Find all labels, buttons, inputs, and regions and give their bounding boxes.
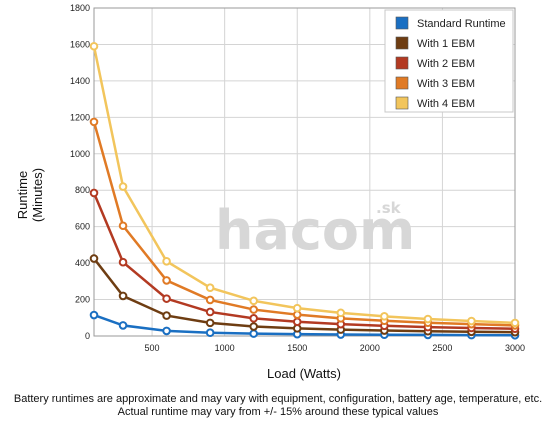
data-point xyxy=(162,256,171,266)
data-point xyxy=(89,254,99,263)
legend-label: With 4 EBM xyxy=(417,98,475,110)
plot-border xyxy=(93,7,516,337)
data-point xyxy=(89,41,99,51)
legend-swatch xyxy=(395,76,409,90)
data-point xyxy=(205,295,215,305)
runtime-variance-note: Actual runtime may vary from +/- 15% aro… xyxy=(117,406,439,418)
data-point xyxy=(380,312,389,321)
y-tick-label: 1400 xyxy=(70,76,90,86)
data-point xyxy=(249,329,258,338)
data-point xyxy=(118,182,128,191)
data-point xyxy=(118,221,128,231)
data-point xyxy=(467,316,476,326)
data-point xyxy=(249,296,258,306)
legend-label: With 2 EBM xyxy=(417,58,475,70)
legend-swatch xyxy=(395,96,409,110)
data-point xyxy=(292,317,302,327)
data-point xyxy=(118,291,128,301)
y-tick-label: 600 xyxy=(75,222,90,232)
legend: Standard Runtime With 1 EBM With 2 EBM With… xyxy=(384,9,514,113)
y-tick-label: 1000 xyxy=(70,149,90,159)
data-point xyxy=(292,303,302,313)
y-tick-label: 1600 xyxy=(70,39,90,49)
data-point xyxy=(249,305,258,314)
y-axis-title: Runtime xyxy=(15,171,30,219)
grid xyxy=(94,7,516,337)
y-tick-label: 400 xyxy=(75,258,90,268)
data-point xyxy=(118,321,128,330)
data-point xyxy=(162,326,171,336)
legend-swatch xyxy=(395,36,409,50)
x-tick-label: 500 xyxy=(145,343,160,353)
axes xyxy=(93,7,516,337)
watermark-suffix: .sk xyxy=(376,199,402,217)
data-point xyxy=(336,308,346,318)
legend-label: With 3 EBM xyxy=(417,78,475,90)
data-point xyxy=(162,294,171,303)
x-tick-label: 1500 xyxy=(287,343,307,353)
tick-labels: 0 200 400 600 800 1000 1200 1400 1600 1800 500 1000… xyxy=(70,3,525,353)
x-tick-label: 2500 xyxy=(432,343,452,353)
runtime-disclaimer: Battery runtimes are approximate and may… xyxy=(13,393,543,405)
x-tick-label: 1000 xyxy=(215,343,235,353)
x-tick-label: 2000 xyxy=(360,343,380,353)
legend-swatch xyxy=(395,56,409,70)
x-tick-label: 3000 xyxy=(505,343,525,353)
data-point xyxy=(89,117,99,127)
data-point xyxy=(89,188,99,198)
data-point xyxy=(249,314,258,323)
data-point xyxy=(249,322,258,331)
data-point xyxy=(118,257,128,267)
watermark-text: hacom xyxy=(215,199,415,262)
legend-label: Standard Runtime xyxy=(417,18,506,30)
y-tick-label: 0 xyxy=(85,331,90,341)
x-axis-title: Load (Watts) xyxy=(267,366,341,381)
data-point xyxy=(89,310,99,320)
y-tick-label: 800 xyxy=(75,185,90,195)
y-tick-label: 1200 xyxy=(70,112,90,122)
data-point xyxy=(205,307,215,317)
series-lines xyxy=(89,41,520,340)
data-point xyxy=(205,318,215,328)
y-tick-label: 200 xyxy=(75,295,90,305)
data-point xyxy=(162,276,171,285)
y-tick-label: 1800 xyxy=(70,3,90,13)
legend-swatch xyxy=(395,16,409,30)
y-axis-unit: (Minutes) xyxy=(30,168,45,222)
data-point xyxy=(162,311,171,320)
legend-label: With 1 EBM xyxy=(417,38,475,50)
data-point xyxy=(205,283,215,293)
data-point xyxy=(205,328,215,338)
data-point xyxy=(510,318,520,328)
watermark-logo: hacom .sk xyxy=(215,199,415,262)
data-point xyxy=(423,314,433,324)
